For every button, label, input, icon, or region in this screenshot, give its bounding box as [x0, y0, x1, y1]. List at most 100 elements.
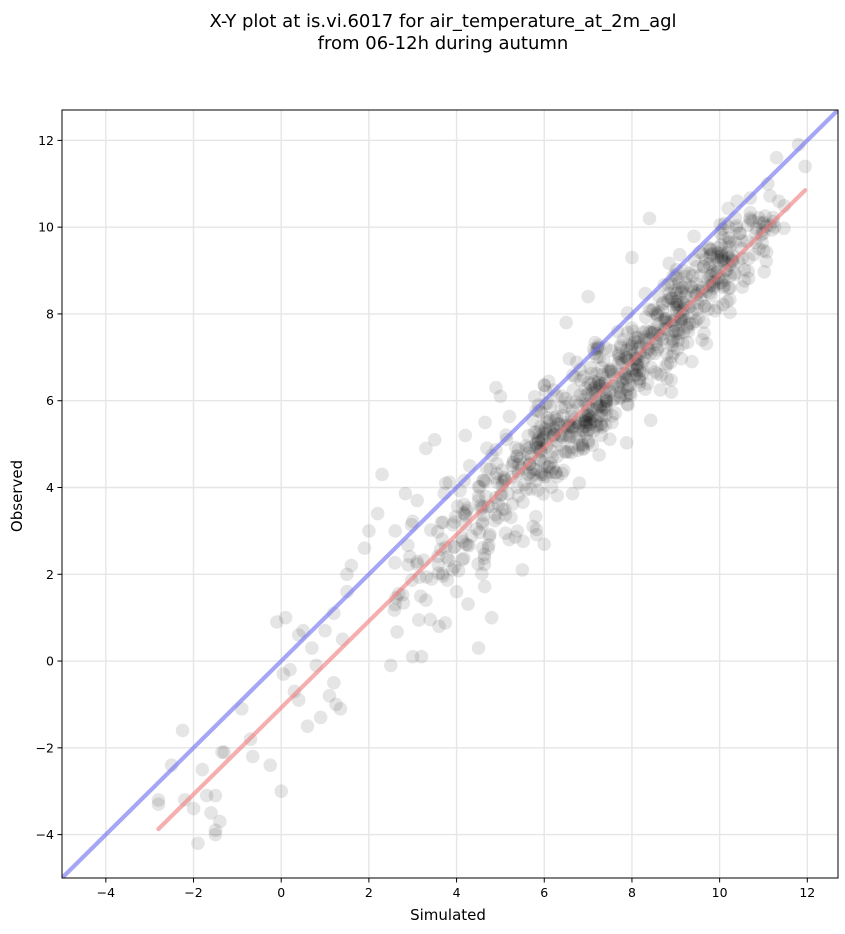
scatter-point — [532, 424, 546, 439]
scatter-point — [576, 423, 590, 438]
scatter-point — [710, 300, 725, 314]
scatter-point — [590, 400, 605, 415]
scatter-point — [656, 295, 670, 310]
scatter-point — [714, 246, 729, 261]
scatter-point — [717, 273, 732, 287]
scatter-point — [613, 340, 628, 355]
scatter-point — [691, 311, 706, 326]
scatter-point — [478, 474, 493, 489]
scatter-point — [632, 378, 647, 393]
scatter-point — [506, 454, 521, 468]
scatter-point — [490, 456, 504, 471]
scatter-point — [716, 280, 731, 295]
scatter-point — [703, 242, 718, 257]
scatter-point — [597, 353, 611, 368]
scatter-point — [484, 610, 499, 625]
scatter-point — [460, 501, 475, 516]
scatter-point — [613, 338, 628, 352]
scatter-point — [543, 413, 557, 428]
scatter-point — [305, 641, 319, 655]
scatter-point — [300, 719, 315, 733]
scatter-point — [458, 428, 473, 443]
y-tick-label: 6 — [46, 393, 54, 408]
scatter-point — [491, 497, 506, 512]
scatter-point — [481, 538, 496, 553]
scatter-point — [527, 425, 542, 440]
scatter-point — [263, 758, 278, 772]
scatter-point — [672, 275, 686, 290]
y-axis-label: Observed — [8, 460, 26, 532]
scatter-point — [419, 593, 433, 607]
scatter-point — [648, 365, 662, 379]
scatter-point — [723, 281, 737, 295]
scatter-point — [728, 267, 742, 282]
scatter-point — [562, 395, 576, 410]
scatter-point — [668, 324, 683, 339]
scatter-point — [599, 390, 614, 404]
x-tick-label: 10 — [712, 885, 728, 900]
scatter-point — [546, 422, 561, 436]
scatter-point — [714, 275, 729, 290]
scatter-point — [505, 497, 520, 511]
scatter-point — [582, 422, 596, 437]
scatter-point — [517, 477, 532, 492]
scatter-point — [537, 467, 552, 482]
scatter-point — [611, 380, 626, 395]
scatter-point — [215, 745, 229, 759]
scatter-point — [471, 557, 485, 571]
scatter-point — [565, 486, 580, 501]
scatter-point — [647, 346, 662, 361]
scatter-point — [411, 613, 426, 627]
scatter-point — [680, 318, 695, 333]
scatter-point — [581, 435, 596, 450]
scatter-point — [680, 269, 694, 284]
scatter-point — [595, 360, 609, 375]
scatter-point — [636, 325, 650, 340]
x-axis-label: Simulated — [410, 906, 486, 924]
scatter-point — [670, 297, 684, 312]
scatter-point — [583, 411, 598, 425]
scatter-point — [573, 388, 588, 402]
scatter-point — [667, 300, 681, 315]
scatter-point — [663, 334, 678, 348]
scatter-point — [589, 418, 604, 432]
identity-line — [62, 110, 838, 878]
scatter-point — [741, 264, 755, 279]
scatter-point — [613, 351, 627, 366]
scatter-point — [562, 352, 577, 366]
scatter-point — [450, 499, 465, 514]
scatter-point — [672, 247, 687, 262]
scatter-point — [534, 465, 549, 480]
scatter-point — [729, 219, 744, 233]
scatter-point — [477, 557, 492, 572]
scatter-point — [640, 376, 655, 391]
scatter-point — [511, 442, 526, 457]
scatter-point — [699, 336, 714, 351]
scatter-point — [671, 281, 686, 295]
scatter-point — [669, 297, 683, 312]
scatter-point — [585, 409, 600, 424]
scatter-point — [711, 246, 725, 260]
scatter-point — [177, 793, 192, 807]
scatter-point — [550, 449, 565, 464]
scatter-point — [743, 213, 758, 227]
scatter-point — [579, 413, 593, 427]
scatter-point — [688, 314, 703, 329]
scatter-point — [721, 231, 736, 245]
scatter-point — [598, 399, 612, 414]
scatter-point — [401, 557, 415, 572]
scatter-point — [551, 416, 565, 431]
scatter-point — [578, 381, 593, 396]
scatter-point — [697, 299, 712, 314]
scatter-point — [384, 658, 398, 673]
scatter-point — [175, 723, 190, 738]
scatter-point — [549, 465, 563, 480]
scatter-point — [447, 560, 462, 574]
scatter-point — [572, 430, 586, 444]
scatter-point — [735, 234, 749, 248]
scatter-point — [471, 493, 486, 508]
scatter-points — [151, 137, 812, 851]
scatter-point — [524, 471, 538, 485]
scatter-point — [524, 482, 538, 496]
